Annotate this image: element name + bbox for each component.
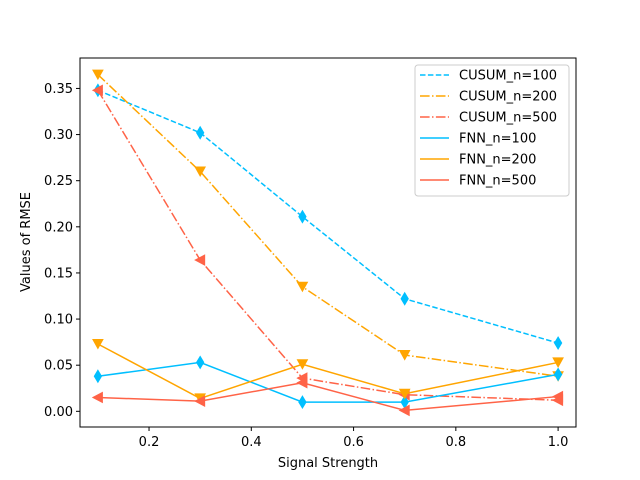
data-point (93, 369, 103, 384)
data-point (92, 338, 104, 350)
data-point (400, 291, 409, 306)
series-fnn-n-200 (92, 338, 564, 404)
x-tick-label: 0.4 (241, 435, 262, 450)
legend-box (414, 64, 570, 197)
data-point (296, 281, 309, 293)
data-point (296, 359, 309, 370)
legend-label: CUSUM_n=500 (459, 111, 557, 126)
y-tick-label: 0.25 (44, 174, 73, 189)
legend: CUSUM_n=100 CUSUM_n=200 CUSUM_n=500 FNN_n=1… (414, 64, 570, 197)
series-fnn-n-100 (93, 355, 563, 410)
data-point (553, 367, 563, 382)
data-point (553, 336, 563, 351)
data-point (194, 166, 207, 177)
legend-label: CUSUM_n=100 (459, 69, 557, 84)
y-tick-label: 0.20 (44, 220, 73, 235)
x-tick-label: 1.0 (548, 435, 569, 450)
data-point (398, 388, 411, 400)
y-axis-ticks: 0.00 0.05 0.10 0.15 0.20 0.25 0.30 0.35 (44, 82, 80, 420)
y-tick-label: 0.30 (44, 128, 73, 143)
y-axis-title: Values of RMSE (19, 192, 34, 292)
data-point (398, 404, 410, 417)
data-point (92, 69, 104, 81)
x-axis-title: Signal Strength (278, 456, 378, 471)
data-point (91, 84, 103, 97)
legend-label: CUSUM_n=200 (459, 90, 557, 105)
legend-label: FNN_n=500 (459, 174, 536, 189)
series-fnn-n-500 (91, 376, 564, 417)
data-point (195, 125, 205, 140)
data-point (91, 391, 103, 404)
y-tick-label: 0.10 (44, 313, 73, 328)
series-layer (91, 69, 564, 417)
y-tick-label: 0.00 (44, 405, 73, 420)
legend-label: FNN_n=100 (459, 132, 536, 147)
x-tick-label: 0.2 (139, 435, 160, 450)
data-point (194, 254, 206, 266)
plot-frame (79, 57, 577, 428)
data-point (296, 376, 308, 389)
data-point (298, 395, 307, 410)
y-tick-label: 0.35 (44, 82, 73, 97)
series-line (97, 89, 559, 344)
y-tick-label: 0.05 (44, 359, 73, 374)
x-tick-label: 0.8 (445, 435, 466, 450)
data-point (398, 350, 411, 361)
legend-label: FNN_n=200 (459, 153, 536, 168)
x-axis-ticks: 0.2 0.4 0.6 0.8 1.0 (139, 427, 569, 450)
data-point (552, 390, 564, 403)
y-tick-label: 0.15 (44, 266, 73, 281)
data-point (552, 357, 564, 368)
data-point (195, 355, 205, 370)
data-point (298, 209, 307, 224)
x-tick-label: 0.6 (343, 435, 364, 450)
data-point (194, 395, 206, 407)
